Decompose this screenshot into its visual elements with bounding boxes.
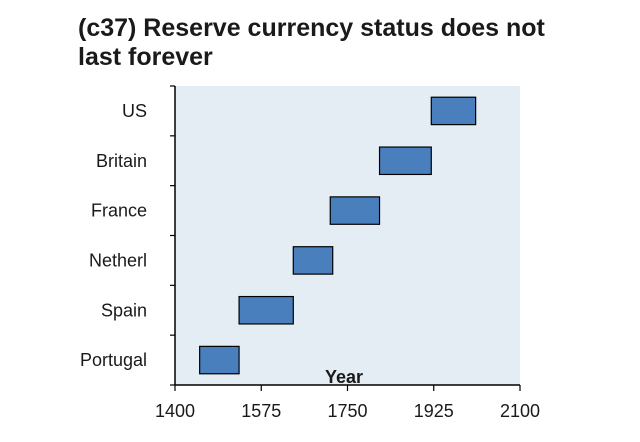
- x-tick-labels: 1400 1575 1750 1925 2100: [155, 401, 540, 421]
- bars: [199, 96, 477, 375]
- x-tick-label: 1400: [155, 401, 195, 421]
- y-axis-ticks: [170, 85, 175, 386]
- bar-spain: [238, 295, 294, 325]
- x-tick-label: 1925: [414, 401, 454, 421]
- category-label: Netherl: [89, 250, 147, 270]
- bar-netherl: [292, 246, 334, 275]
- chart-title: (c37) Reserve currency status does not l…: [78, 14, 545, 71]
- x-tick-label: 2100: [500, 401, 540, 421]
- category-labels: Portugal Spain Netherl France Britain US: [80, 101, 147, 370]
- x-axis-ticks: [174, 385, 521, 391]
- bar-us: [430, 96, 477, 126]
- x-axis-title: Year: [325, 367, 363, 387]
- category-label: Portugal: [80, 350, 147, 370]
- category-label: Spain: [101, 300, 147, 320]
- category-label: Britain: [96, 151, 147, 171]
- bar-britain: [378, 146, 432, 176]
- category-label: US: [122, 101, 147, 121]
- bar-france: [329, 196, 381, 225]
- x-tick-label: 1750: [327, 401, 367, 421]
- plot-area: [175, 86, 520, 385]
- bar-portugal: [199, 345, 240, 375]
- category-label: France: [91, 201, 147, 221]
- x-tick-label: 1575: [241, 401, 281, 421]
